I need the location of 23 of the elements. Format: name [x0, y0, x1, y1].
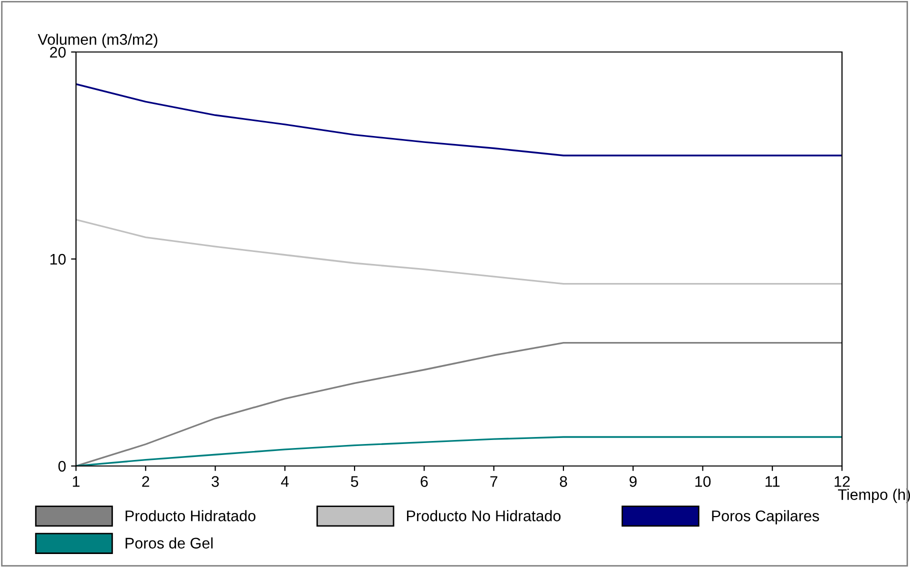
- y-tick-label: 0: [58, 460, 66, 472]
- x-tick-label: 4: [281, 476, 289, 487]
- x-tick-label: 6: [420, 476, 428, 487]
- x-tick-label: 9: [630, 476, 637, 487]
- x-tick-label: 11: [766, 476, 780, 487]
- legend-label: Producto Hidratado: [126, 510, 256, 522]
- line-series: [76, 83, 842, 156]
- x-tick-label: 10: [695, 476, 711, 487]
- line-series: [76, 218, 842, 285]
- y-axis-title: Volumen (m3/m2): [38, 34, 158, 48]
- legend-label: Poros de Gel: [126, 537, 213, 549]
- x-tick-label: 1: [72, 476, 80, 487]
- x-tick-label: 2: [142, 476, 150, 487]
- x-axis-title: Tiempo (h): [838, 488, 910, 504]
- x-tick-label: 7: [490, 476, 498, 487]
- x-tick-label: 5: [350, 476, 358, 487]
- x-tick-label: 12: [834, 476, 850, 487]
- x-tick-label: 3: [212, 476, 219, 487]
- x-tick-label: 8: [560, 476, 568, 487]
- legend-label: Producto No Hidratado: [407, 510, 561, 522]
- y-tick-label: 20: [50, 46, 66, 58]
- y-tick-label: 10: [50, 254, 66, 265]
- legend-label: Poros Capilares: [712, 510, 820, 524]
